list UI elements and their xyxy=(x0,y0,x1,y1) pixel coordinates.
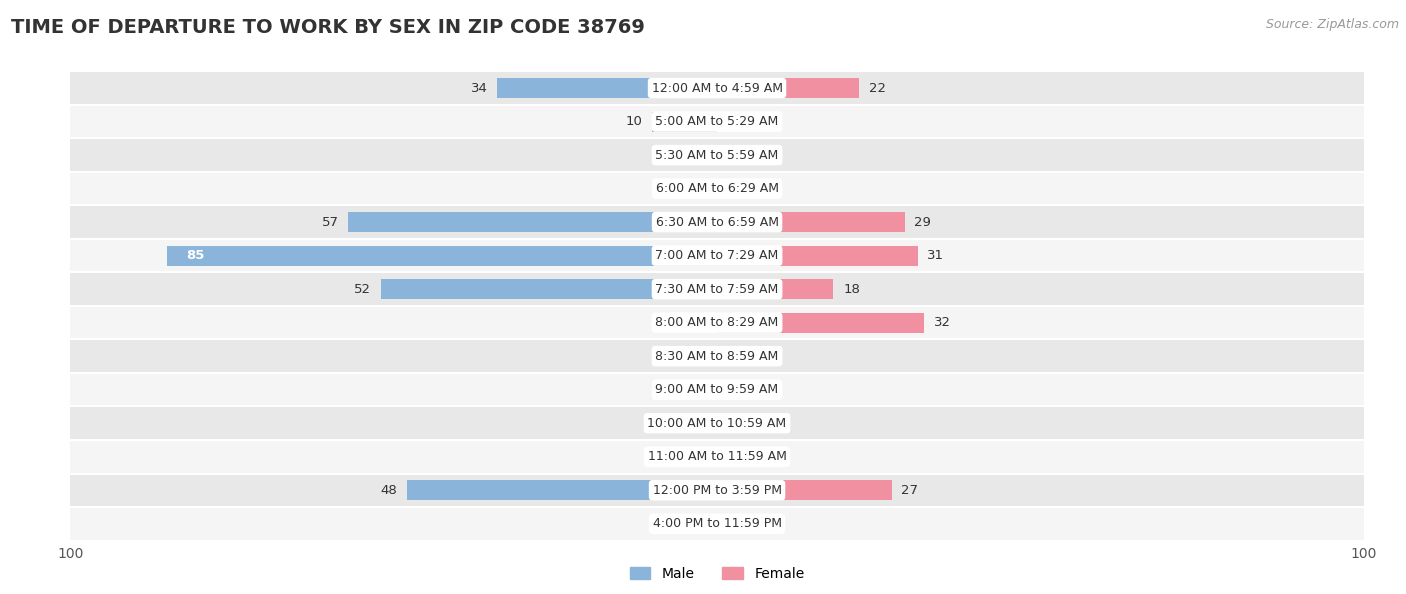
Text: 10:00 AM to 10:59 AM: 10:00 AM to 10:59 AM xyxy=(648,417,786,429)
Text: 6: 6 xyxy=(661,417,669,429)
Text: 10: 10 xyxy=(626,115,643,128)
Bar xyxy=(70,440,1364,473)
Bar xyxy=(717,78,859,98)
Text: 0: 0 xyxy=(699,148,707,162)
Bar xyxy=(70,273,1364,306)
Bar xyxy=(717,312,924,333)
Legend: Male, Female: Male, Female xyxy=(630,567,804,580)
Text: 6:00 AM to 6:29 AM: 6:00 AM to 6:29 AM xyxy=(655,182,779,195)
Text: 5:30 AM to 5:59 AM: 5:30 AM to 5:59 AM xyxy=(655,148,779,162)
Bar xyxy=(70,71,1364,105)
Text: 8:00 AM to 8:29 AM: 8:00 AM to 8:29 AM xyxy=(655,316,779,329)
Bar xyxy=(652,112,717,132)
Bar xyxy=(167,245,717,266)
Text: 0: 0 xyxy=(699,350,707,363)
Text: 48: 48 xyxy=(380,484,396,497)
Bar xyxy=(70,239,1364,273)
Text: 31: 31 xyxy=(928,249,945,262)
Bar xyxy=(70,507,1364,541)
Bar xyxy=(70,406,1364,440)
Text: 12:00 PM to 3:59 PM: 12:00 PM to 3:59 PM xyxy=(652,484,782,497)
Text: 0: 0 xyxy=(699,383,707,396)
Text: 12:00 AM to 4:59 AM: 12:00 AM to 4:59 AM xyxy=(651,81,783,94)
Bar xyxy=(498,78,717,98)
Bar xyxy=(70,306,1364,339)
Bar xyxy=(70,339,1364,373)
Text: 7: 7 xyxy=(654,517,662,530)
Bar xyxy=(381,279,717,299)
Text: 18: 18 xyxy=(844,283,860,296)
Text: 34: 34 xyxy=(471,81,488,94)
Text: 0: 0 xyxy=(727,115,735,128)
Text: 0: 0 xyxy=(727,182,735,195)
Text: 0: 0 xyxy=(699,450,707,463)
Bar xyxy=(406,480,717,500)
Bar xyxy=(717,245,918,266)
Bar xyxy=(70,138,1364,172)
Text: 0: 0 xyxy=(727,517,735,530)
Text: 29: 29 xyxy=(914,216,931,229)
Text: 0: 0 xyxy=(727,450,735,463)
Text: 0: 0 xyxy=(727,383,735,396)
Bar xyxy=(678,413,717,433)
Bar xyxy=(717,212,904,232)
Text: 8:30 AM to 8:59 AM: 8:30 AM to 8:59 AM xyxy=(655,350,779,363)
Text: 52: 52 xyxy=(354,283,371,296)
Text: 0: 0 xyxy=(699,182,707,195)
Bar xyxy=(70,206,1364,239)
Text: 0: 0 xyxy=(727,148,735,162)
Bar xyxy=(349,212,717,232)
Bar xyxy=(672,514,717,534)
Text: 6:30 AM to 6:59 AM: 6:30 AM to 6:59 AM xyxy=(655,216,779,229)
Text: 11:00 AM to 11:59 AM: 11:00 AM to 11:59 AM xyxy=(648,450,786,463)
Text: Source: ZipAtlas.com: Source: ZipAtlas.com xyxy=(1265,18,1399,31)
Text: TIME OF DEPARTURE TO WORK BY SEX IN ZIP CODE 38769: TIME OF DEPARTURE TO WORK BY SEX IN ZIP … xyxy=(11,18,645,37)
Text: 7:30 AM to 7:59 AM: 7:30 AM to 7:59 AM xyxy=(655,283,779,296)
Bar xyxy=(717,480,891,500)
Text: 0: 0 xyxy=(699,316,707,329)
Text: 9:00 AM to 9:59 AM: 9:00 AM to 9:59 AM xyxy=(655,383,779,396)
Bar xyxy=(70,172,1364,206)
Text: 22: 22 xyxy=(869,81,886,94)
Bar xyxy=(717,279,834,299)
Text: 0: 0 xyxy=(727,350,735,363)
Text: 32: 32 xyxy=(934,316,950,329)
Text: 7:00 AM to 7:29 AM: 7:00 AM to 7:29 AM xyxy=(655,249,779,262)
Text: 0: 0 xyxy=(727,417,735,429)
Text: 5:00 AM to 5:29 AM: 5:00 AM to 5:29 AM xyxy=(655,115,779,128)
Bar xyxy=(70,373,1364,406)
Bar xyxy=(70,105,1364,138)
Text: 27: 27 xyxy=(901,484,918,497)
Text: 4:00 PM to 11:59 PM: 4:00 PM to 11:59 PM xyxy=(652,517,782,530)
Text: 85: 85 xyxy=(187,249,205,262)
Text: 57: 57 xyxy=(322,216,339,229)
Bar xyxy=(70,473,1364,507)
